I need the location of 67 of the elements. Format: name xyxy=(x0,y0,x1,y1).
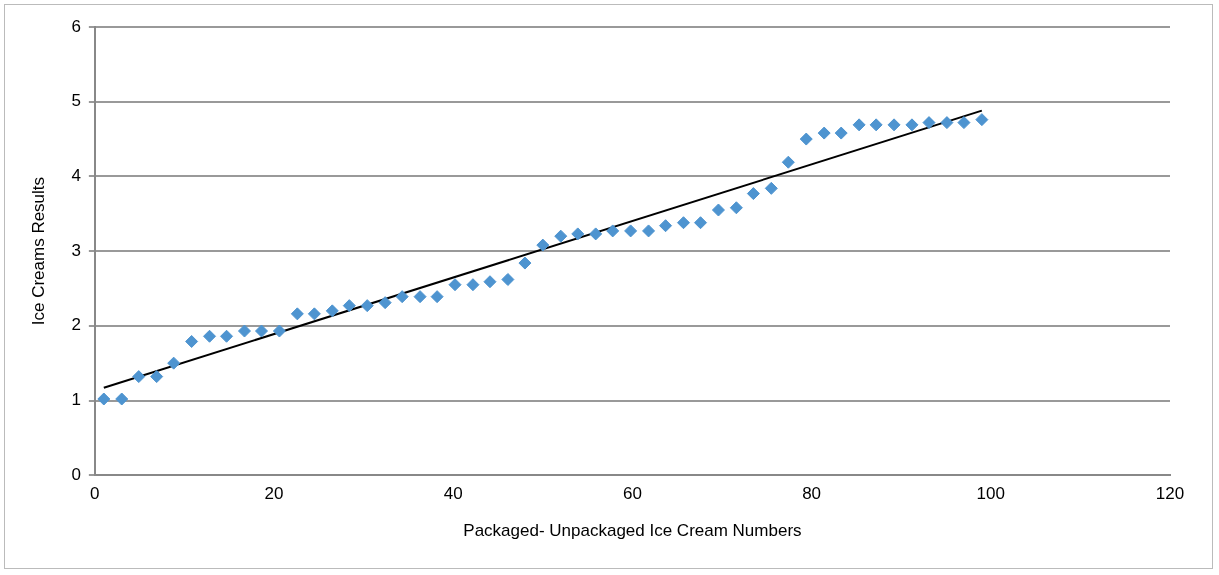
point xyxy=(834,126,848,140)
x-tick-label: 20 xyxy=(264,484,284,504)
point xyxy=(606,224,620,238)
point xyxy=(430,290,444,304)
point xyxy=(781,155,795,169)
point xyxy=(97,392,111,406)
point xyxy=(255,324,268,338)
point xyxy=(975,113,989,127)
point xyxy=(554,229,568,243)
point xyxy=(290,307,304,321)
point xyxy=(887,118,901,132)
point xyxy=(869,118,883,132)
point xyxy=(483,275,497,289)
point xyxy=(589,227,603,241)
x-tick-label: 80 xyxy=(802,484,822,504)
point xyxy=(817,126,831,140)
point xyxy=(501,272,515,286)
point xyxy=(378,296,392,310)
y-tick-label: 6 xyxy=(71,16,81,36)
point xyxy=(940,116,954,130)
point xyxy=(852,118,866,132)
point xyxy=(659,219,673,233)
point xyxy=(203,329,217,343)
x-tick-label: 60 xyxy=(622,484,642,504)
point xyxy=(957,116,971,130)
point xyxy=(677,216,690,230)
point xyxy=(115,392,129,406)
point xyxy=(150,370,164,384)
point xyxy=(307,307,321,321)
point xyxy=(711,203,725,217)
x-axis-title: Packaged- Unpackaged Ice Cream Numbers xyxy=(463,521,802,541)
point xyxy=(360,299,374,313)
x-tick-label: 120 xyxy=(1155,484,1185,504)
point xyxy=(448,278,462,292)
y-tick-label: 5 xyxy=(71,91,81,111)
point xyxy=(764,181,778,195)
point xyxy=(167,356,181,370)
point xyxy=(571,227,585,241)
y-tick-label: 1 xyxy=(71,390,81,410)
y-tick-label: 0 xyxy=(71,464,81,484)
point xyxy=(746,187,760,201)
point xyxy=(905,118,919,132)
point xyxy=(237,324,251,338)
y-tick-label: 4 xyxy=(71,166,81,186)
point xyxy=(413,290,427,304)
point xyxy=(922,116,936,130)
point xyxy=(395,290,409,304)
point xyxy=(272,324,286,338)
point xyxy=(466,278,480,292)
point xyxy=(325,304,339,318)
y-tick-label: 2 xyxy=(71,315,81,335)
point xyxy=(624,224,638,238)
x-tick-label: 0 xyxy=(90,484,100,504)
y-axis-title: Ice Creams Results xyxy=(28,176,48,326)
point xyxy=(642,224,656,238)
point xyxy=(132,370,146,384)
x-tick-label: 100 xyxy=(976,484,1005,504)
point xyxy=(694,216,708,230)
point xyxy=(185,334,199,348)
x-tick-label: 40 xyxy=(443,484,463,504)
point xyxy=(799,132,813,146)
y-tick-label: 3 xyxy=(71,240,81,260)
point xyxy=(729,201,743,215)
point xyxy=(536,238,550,252)
point xyxy=(220,329,234,343)
point xyxy=(342,299,356,313)
point xyxy=(518,256,532,270)
